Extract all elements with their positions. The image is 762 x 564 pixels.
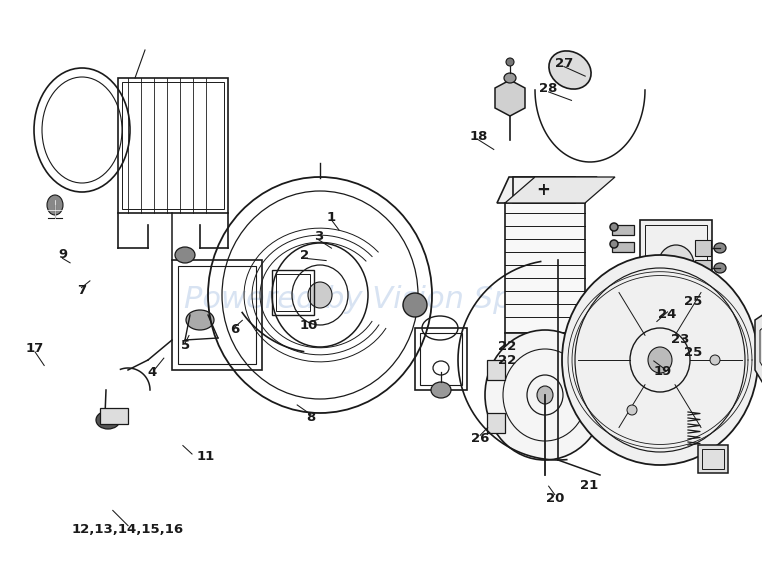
Text: 7: 7 — [77, 284, 86, 297]
Bar — [276, 274, 310, 311]
Text: 23: 23 — [671, 333, 690, 346]
Bar — [645, 225, 707, 280]
Text: 22: 22 — [498, 340, 516, 353]
Text: Powered by Vision Spares: Powered by Vision Spares — [184, 285, 578, 315]
Text: 5: 5 — [181, 339, 190, 352]
Text: 2: 2 — [300, 249, 309, 262]
Ellipse shape — [47, 195, 63, 215]
Bar — [415, 328, 467, 390]
Ellipse shape — [714, 263, 726, 273]
Bar — [505, 333, 585, 428]
Bar — [118, 78, 228, 213]
Text: 10: 10 — [299, 319, 318, 333]
Text: 11: 11 — [197, 450, 215, 464]
Bar — [585, 353, 603, 373]
Bar — [172, 260, 262, 370]
Bar — [122, 82, 224, 209]
Ellipse shape — [175, 247, 195, 263]
Text: 26: 26 — [471, 432, 489, 446]
Text: 25: 25 — [684, 346, 703, 359]
Ellipse shape — [504, 73, 516, 83]
Bar — [100, 408, 128, 424]
Ellipse shape — [431, 382, 451, 398]
Text: 12,13,14,15,16: 12,13,14,15,16 — [72, 522, 184, 536]
Text: 20: 20 — [546, 491, 564, 505]
Text: 25: 25 — [684, 295, 703, 309]
Ellipse shape — [610, 240, 618, 248]
Ellipse shape — [308, 282, 332, 308]
Polygon shape — [585, 315, 615, 428]
Ellipse shape — [627, 405, 637, 415]
Text: 6: 6 — [230, 323, 239, 337]
Text: 9: 9 — [58, 248, 67, 262]
Text: 8: 8 — [306, 411, 315, 424]
Bar — [612, 225, 634, 235]
Ellipse shape — [549, 51, 591, 89]
Polygon shape — [497, 177, 597, 203]
Polygon shape — [755, 300, 762, 395]
Polygon shape — [505, 177, 615, 203]
Polygon shape — [495, 80, 525, 116]
Bar — [612, 242, 634, 252]
Text: 28: 28 — [539, 82, 558, 95]
Bar — [420, 333, 462, 385]
Ellipse shape — [648, 347, 672, 373]
Text: 4: 4 — [148, 365, 157, 379]
Ellipse shape — [506, 58, 514, 66]
Ellipse shape — [485, 330, 605, 460]
Ellipse shape — [710, 355, 720, 365]
Text: 27: 27 — [555, 56, 573, 70]
Text: 17: 17 — [26, 342, 44, 355]
Bar — [695, 240, 711, 256]
Bar — [272, 270, 314, 315]
Text: 21: 21 — [580, 478, 598, 492]
Ellipse shape — [714, 243, 726, 253]
Bar — [513, 177, 575, 203]
Text: 3: 3 — [314, 230, 323, 244]
Ellipse shape — [537, 386, 553, 404]
Bar — [698, 445, 728, 473]
Ellipse shape — [186, 310, 214, 330]
Text: 24: 24 — [658, 308, 677, 321]
Text: +: + — [536, 181, 550, 199]
Ellipse shape — [610, 223, 618, 231]
Bar — [505, 203, 585, 333]
Bar — [640, 220, 712, 285]
Ellipse shape — [96, 411, 120, 429]
Ellipse shape — [714, 283, 726, 293]
Text: 18: 18 — [469, 130, 488, 143]
Bar — [178, 266, 256, 364]
Text: 19: 19 — [654, 364, 672, 378]
Text: 22: 22 — [498, 354, 516, 368]
Text: 1: 1 — [327, 210, 336, 224]
Bar — [702, 449, 724, 469]
Ellipse shape — [403, 293, 427, 317]
Bar — [695, 260, 711, 276]
Bar — [695, 280, 711, 296]
Bar — [487, 413, 505, 433]
Ellipse shape — [562, 255, 758, 465]
Bar — [487, 360, 505, 380]
Ellipse shape — [658, 245, 694, 285]
